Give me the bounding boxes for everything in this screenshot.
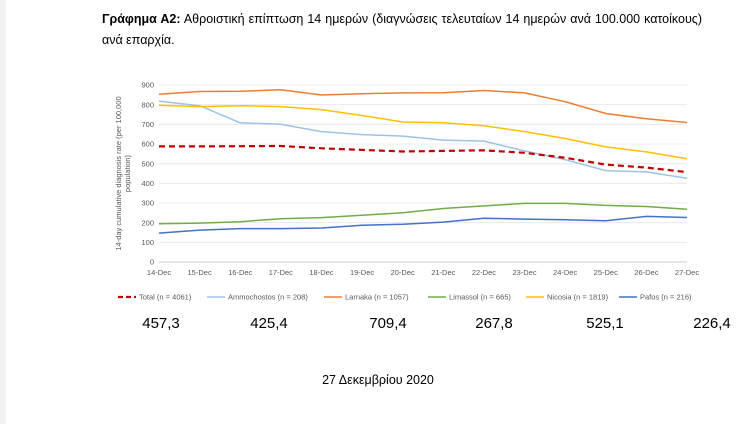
y-tick-label: 900 (141, 81, 154, 90)
series-line (158, 88, 688, 124)
latest-value: 709,4 (369, 315, 407, 332)
y-axis-label-line: 14-day cumulative diagnosis rate (per 10… (114, 96, 123, 250)
y-tick-label: 500 (141, 159, 154, 168)
x-tick-label: 15-Dec (188, 268, 212, 277)
y-tick-label: 800 (141, 100, 154, 109)
document-page: Γράφημα Α2: Αθροιστική επίπτωση 14 ημερώ… (6, 0, 750, 424)
legend-label: Larnaka (n = 1057) (345, 293, 409, 302)
figure-label: Γράφημα Α2: (102, 12, 181, 26)
legend-item: Ammochostos (n = 208) (207, 293, 308, 302)
x-tick-label: 16-Dec (228, 268, 252, 277)
legend-item: Pafos (n = 216) (619, 293, 692, 302)
series-line (159, 144, 688, 174)
y-tick-label: 600 (141, 140, 154, 149)
series-line (158, 202, 688, 225)
legend-item: Nicosia (n = 1819) (526, 293, 609, 302)
latest-values-row: 457,3 425,4 709,4 267,8 525,1 226,4 (6, 315, 750, 337)
x-tick-label: 24-Dec (553, 268, 577, 277)
legend-label: Total (n = 4061) (139, 293, 192, 302)
series-line (158, 215, 688, 234)
series-line (158, 100, 688, 180)
latest-value: 457,3 (142, 315, 180, 332)
chart-grid (159, 84, 687, 263)
y-tick-label: 200 (141, 218, 154, 227)
y-tick-labels: 0 100 200 300 400 500 600 700 800 900 (141, 81, 154, 267)
y-tick-label: 100 (141, 238, 154, 247)
chart-series (158, 88, 688, 234)
x-tick-label: 17-Dec (269, 268, 293, 277)
legend-label: Ammochostos (n = 208) (228, 293, 308, 302)
y-tick-label: 700 (141, 120, 154, 129)
line-chart: 0 100 200 300 400 500 600 700 800 900 14-Dec 15-De… (114, 81, 699, 302)
x-tick-label: 27-Dec (675, 268, 699, 277)
legend-item: Larnaka (n = 1057) (324, 293, 409, 302)
latest-value: 525,1 (586, 315, 624, 332)
latest-value: 226,4 (693, 315, 731, 332)
legend-label: Pafos (n = 216) (640, 293, 692, 302)
x-tick-label: 18-Dec (309, 268, 333, 277)
latest-value: 267,8 (475, 315, 513, 332)
y-axis-label: 14-day cumulative diagnosis rate (per 10… (114, 96, 132, 250)
y-tick-label: 0 (150, 258, 154, 267)
chart-legend: Total (n = 4061) Ammochostos (n = 208) Lar… (118, 293, 692, 302)
y-axis-label-line: population) (123, 154, 132, 192)
x-tick-labels: 14-Dec 15-Dec 16-Dec 17-Dec 18-Dec 19-Dec 20-D… (147, 268, 699, 277)
x-tick-label: 23-Dec (512, 268, 536, 277)
x-tick-label: 22-Dec (472, 268, 496, 277)
x-tick-label: 14-Dec (147, 268, 171, 277)
x-tick-label: 20-Dec (391, 268, 415, 277)
x-tick-label: 21-Dec (431, 268, 455, 277)
x-tick-label: 25-Dec (594, 268, 618, 277)
y-tick-label: 400 (141, 179, 154, 188)
legend-item: Total (n = 4061) (118, 293, 192, 302)
figure-caption: Γράφημα Α2: Αθροιστική επίπτωση 14 ημερώ… (102, 9, 702, 51)
legend-label: Limassol (n = 665) (449, 293, 511, 302)
series-line (158, 104, 688, 160)
x-tick-label: 19-Dec (350, 268, 374, 277)
legend-label: Nicosia (n = 1819) (547, 293, 609, 302)
x-tick-label: 26-Dec (634, 268, 658, 277)
figure-caption-text: Αθροιστική επίπτωση 14 ημερών (διαγνώσει… (102, 12, 702, 47)
latest-value: 425,4 (250, 315, 288, 332)
legend-item: Limassol (n = 665) (428, 293, 511, 302)
y-tick-label: 300 (141, 199, 154, 208)
report-date: 27 Δεκεμβρίου 2020 (322, 373, 434, 387)
